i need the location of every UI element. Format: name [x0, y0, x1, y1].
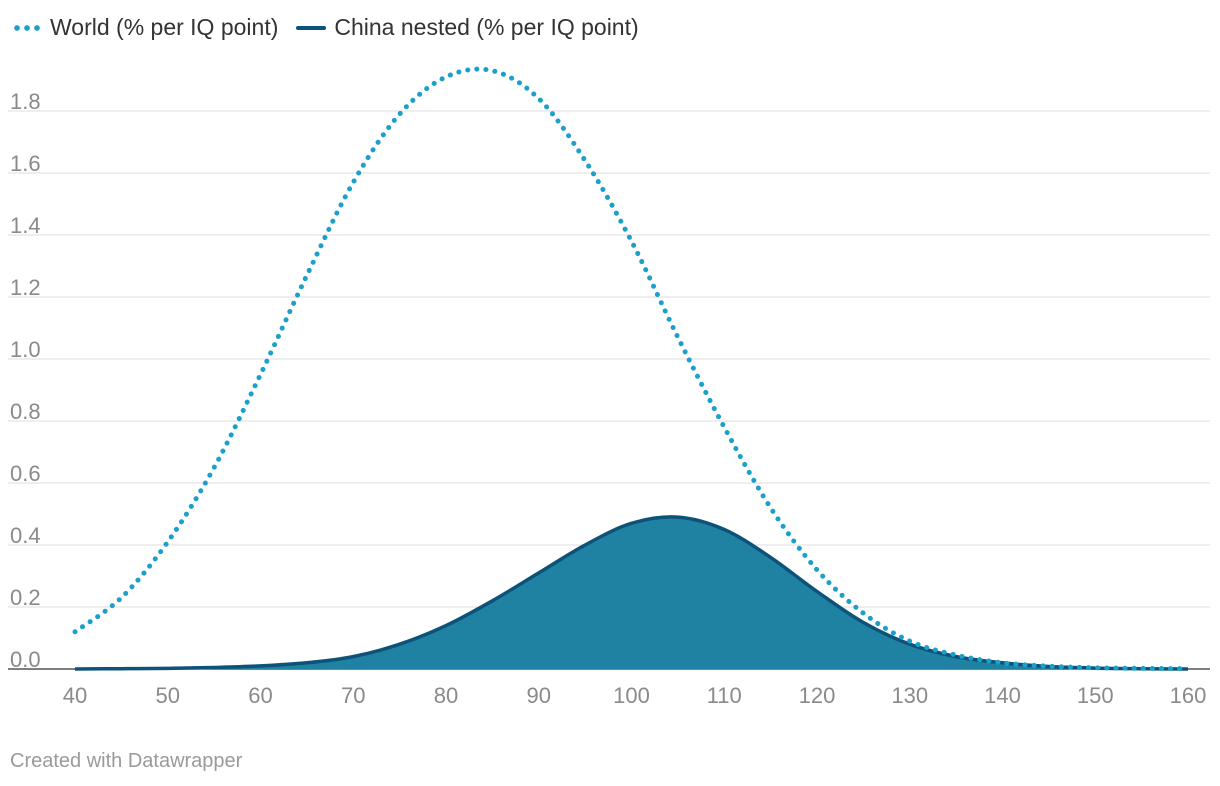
x-tick-label: 120 [799, 683, 836, 708]
legend-label-china: China nested (% per IQ point) [334, 14, 639, 40]
x-tick-label: 90 [527, 683, 551, 708]
world-data-point [212, 465, 217, 470]
china-data-point [1186, 667, 1191, 672]
china-data-point [1093, 666, 1098, 671]
china-data-point [907, 642, 912, 647]
dotted-line-icon [12, 24, 42, 31]
china-data-point [165, 666, 170, 671]
china-data-point [536, 570, 541, 575]
world-data-point [444, 74, 449, 79]
y-tick-label: 1.8 [10, 89, 41, 114]
china-data-point [1046, 664, 1051, 669]
world-data-point [629, 239, 634, 244]
china-data-point [1000, 660, 1005, 665]
legend: World (% per IQ point) China nested (% p… [12, 14, 657, 41]
world-data-point [583, 158, 588, 163]
y-tick-label: 1.2 [10, 275, 41, 300]
china-data-point [722, 527, 727, 532]
y-tick-label: 0.6 [10, 461, 41, 486]
world-data-point [351, 180, 356, 185]
china-data-point [1139, 666, 1144, 671]
china-area-fill [75, 516, 1188, 669]
footer-credit[interactable]: Created with Datawrapper [10, 750, 243, 772]
china-data-point [444, 623, 449, 628]
solid-line-icon [296, 25, 327, 30]
china-data-point [583, 543, 588, 548]
world-data-point [861, 611, 866, 616]
china-data-point [73, 667, 78, 672]
y-tick-label: 1.4 [10, 213, 41, 238]
world-data-point [675, 335, 680, 340]
china-data-point [954, 654, 959, 659]
world-data-point [768, 505, 773, 510]
chart-area: 0.0 0.2 0.4 0.6 0.8 1.0 1.2 1.4 1.6 1.8 40 50 60 70 80… [8, 66, 1210, 708]
world-data-point [815, 567, 820, 572]
world-data-point [119, 595, 124, 600]
world-data-point [258, 372, 263, 377]
china-data-point [212, 665, 217, 670]
china-series-line [74, 515, 1189, 671]
y-tick-label: 1.0 [10, 337, 41, 362]
world-data-point [304, 273, 309, 278]
world-data-point [490, 68, 495, 73]
china-data-point [490, 598, 495, 603]
world-data-point [536, 96, 541, 101]
world-data-point [73, 629, 78, 634]
x-tick-label: 70 [341, 683, 365, 708]
world-data-point [722, 425, 727, 430]
x-tick-label: 50 [156, 683, 180, 708]
china-data-point [629, 521, 634, 526]
china-data-point [304, 660, 309, 665]
china-data-point [397, 642, 402, 647]
china-data-point [351, 654, 356, 659]
x-tick-label: 60 [248, 683, 272, 708]
china-data-point [675, 515, 680, 520]
world-data-point [397, 112, 402, 117]
legend-item-china[interactable]: China nested (% per IQ point) [296, 14, 639, 41]
x-tick-label: 100 [613, 683, 650, 708]
china-data-point [119, 666, 124, 671]
world-data-point [165, 539, 170, 544]
y-tick-label: 0.2 [10, 585, 41, 610]
china-data-point [815, 589, 820, 594]
x-tick-label: 40 [63, 683, 87, 708]
x-tick-label: 150 [1077, 683, 1114, 708]
x-tick-label: 160 [1170, 683, 1207, 708]
legend-label-world: World (% per IQ point) [50, 14, 279, 40]
china-data-point [258, 663, 263, 668]
china-data-point [768, 555, 773, 560]
x-tick-label: 130 [891, 683, 928, 708]
china-data-point [861, 620, 866, 625]
x-tick-label: 80 [434, 683, 458, 708]
y-tick-label: 0.4 [10, 523, 41, 548]
world-series-line [72, 66, 1191, 672]
x-tick-label: 140 [984, 683, 1021, 708]
legend-item-world[interactable]: World (% per IQ point) [12, 14, 278, 41]
x-tick-label: 110 [707, 683, 742, 708]
y-tick-label: 1.6 [10, 151, 41, 176]
y-tick-label: 0.8 [10, 399, 41, 424]
y-tick-label: 0.0 [10, 647, 41, 672]
